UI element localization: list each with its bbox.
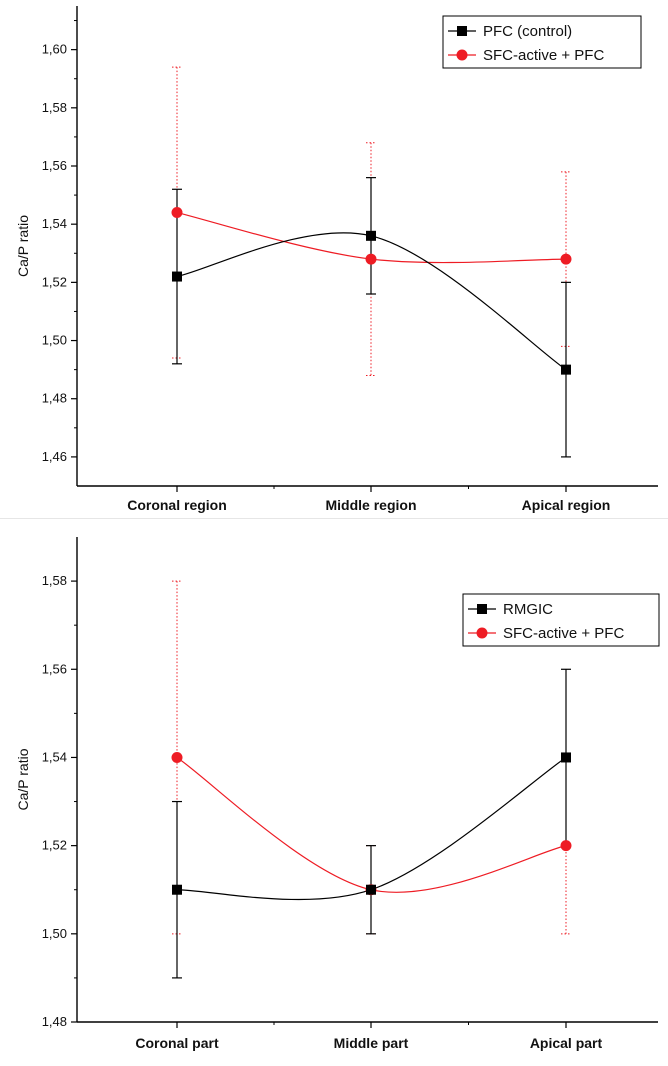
y-tick-label: 1,54 xyxy=(42,216,67,231)
y-axis-title: Ca/P ratio xyxy=(15,748,31,810)
data-point xyxy=(561,752,571,763)
y-tick-label: 1,52 xyxy=(42,838,67,853)
legend-marker xyxy=(476,627,488,639)
y-tick-label: 1,54 xyxy=(42,749,67,764)
y-tick-label: 1,52 xyxy=(42,274,67,289)
x-category-label: Coronal part xyxy=(135,1035,219,1051)
y-tick-label: 1,58 xyxy=(42,100,67,115)
data-point xyxy=(365,253,377,265)
data-point xyxy=(172,271,182,282)
data-point xyxy=(561,364,571,375)
x-category-label: Apical part xyxy=(530,1035,603,1051)
legend-label: SFC-active + PFC xyxy=(483,47,604,64)
x-category-label: Coronal region xyxy=(127,497,227,513)
y-tick-label: 1,58 xyxy=(42,573,67,588)
chart-top-panel: 1,46 1,48 1,50 1,52 1,54 1,56 1,58 1,60 Coronal … xyxy=(0,0,668,515)
legend-label: SFC-active + PFC xyxy=(503,625,624,642)
data-point xyxy=(171,751,183,763)
data-point xyxy=(560,840,572,852)
x-category-label: Apical region xyxy=(522,497,611,513)
chart-bottom-panel: 1,48 1,50 1,52 1,54 1,56 1,58 Coronal part Midd… xyxy=(0,530,668,1061)
legend-label: PFC (control) xyxy=(483,23,572,40)
legend-marker xyxy=(457,26,467,36)
y-tick-label: 1,50 xyxy=(42,333,67,348)
y-tick-label: 1,48 xyxy=(42,1014,67,1029)
y-tick-label: 1,56 xyxy=(42,158,67,173)
data-point xyxy=(171,207,183,219)
y-axis-title: Ca/P ratio xyxy=(15,215,31,277)
x-category-label: Middle region xyxy=(326,497,417,513)
x-category-label: Middle part xyxy=(334,1035,409,1051)
panel-separator xyxy=(0,518,668,519)
data-point xyxy=(366,884,376,895)
data-point xyxy=(366,230,376,241)
y-tick-label: 1,50 xyxy=(42,926,67,941)
legend-marker xyxy=(477,604,487,614)
y-tick-label: 1,56 xyxy=(42,661,67,676)
data-point xyxy=(172,884,182,895)
data-point xyxy=(560,253,572,265)
legend-marker xyxy=(456,49,468,61)
legend-box xyxy=(442,15,642,69)
chart-bottom: 1,48 1,50 1,52 1,54 1,56 1,58 Coronal part Midd… xyxy=(15,537,660,1051)
y-tick-label: 1,48 xyxy=(42,391,67,406)
y-tick-label: 1,46 xyxy=(42,449,67,464)
legend-box xyxy=(462,593,660,647)
legend-label: RMGIC xyxy=(503,601,553,618)
y-tick-label: 1,60 xyxy=(42,42,67,57)
chart-top: 1,46 1,48 1,50 1,52 1,54 1,56 1,58 1,60 Coronal … xyxy=(15,6,658,513)
